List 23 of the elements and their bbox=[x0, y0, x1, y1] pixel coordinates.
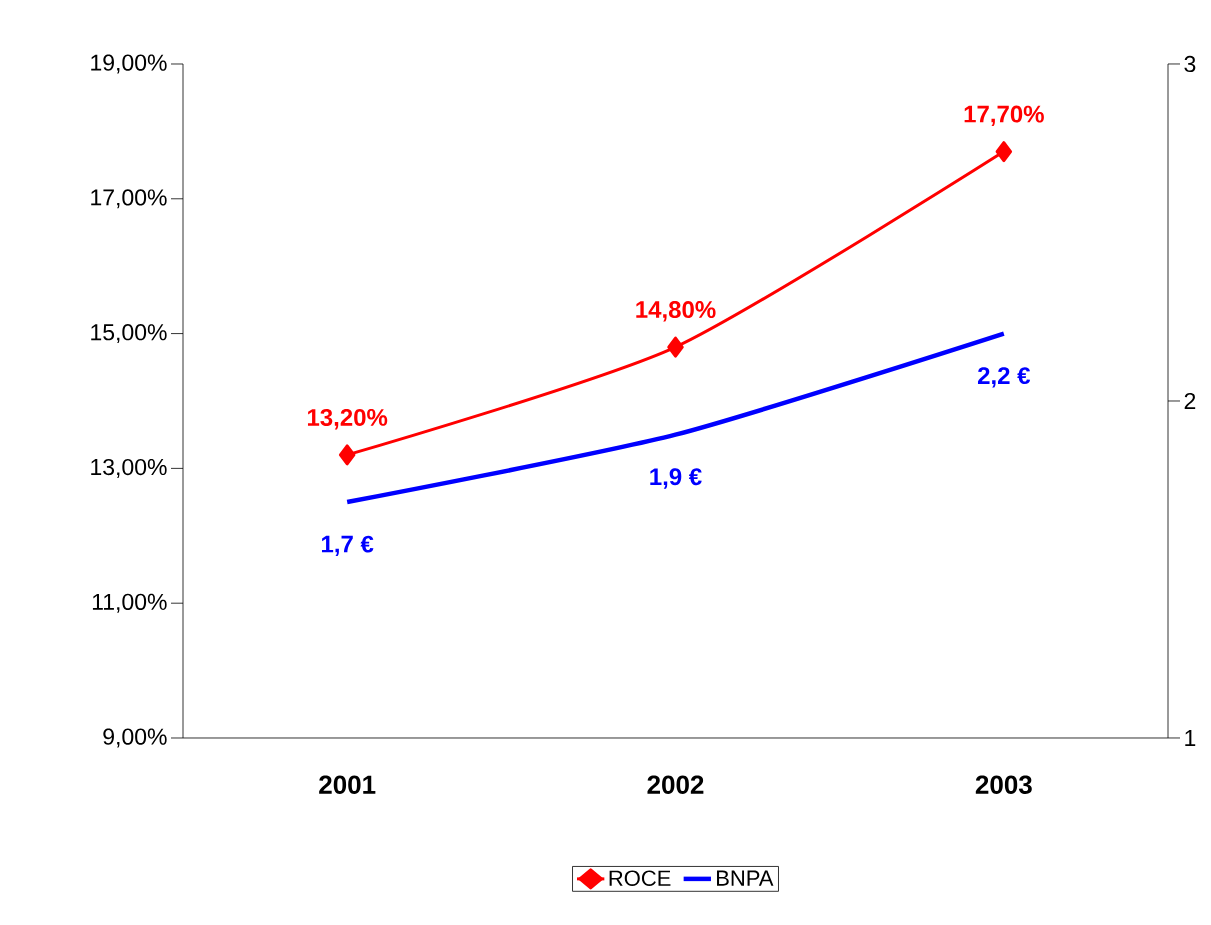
data-label: 13,20% bbox=[307, 408, 388, 430]
y-tick-label: 13,00% bbox=[91, 458, 167, 478]
y-tick-label: 15,00% bbox=[91, 324, 167, 344]
data-label: 14,80% bbox=[636, 301, 716, 322]
x-tick-label: 2002 bbox=[647, 775, 704, 794]
data-label: 1,7 € bbox=[321, 535, 374, 557]
data-label: 17,70% bbox=[964, 105, 1044, 127]
data-label: 2,2 € bbox=[977, 367, 1031, 388]
point bbox=[995, 141, 1013, 163]
x-tick-label: 2003 bbox=[975, 775, 1032, 794]
point bbox=[338, 444, 356, 466]
x-tick-label: 2001 bbox=[319, 775, 376, 794]
y-tick-label: 19,00% bbox=[91, 54, 167, 74]
y2-tick-label: 1 bbox=[1185, 730, 1196, 746]
y2-tick-label: 2 bbox=[1184, 392, 1196, 410]
legend-label: BNPA bbox=[717, 870, 774, 886]
y2-tick-label: 3 bbox=[1184, 55, 1196, 73]
point bbox=[667, 336, 684, 358]
y-tick-label: 9,00% bbox=[103, 728, 167, 748]
legend-label: ROCE bbox=[609, 870, 671, 887]
y-tick-label: 17,00% bbox=[91, 189, 167, 209]
y-tick-label: 11,00% bbox=[92, 593, 167, 613]
data-label: 1,9 € bbox=[650, 468, 702, 489]
